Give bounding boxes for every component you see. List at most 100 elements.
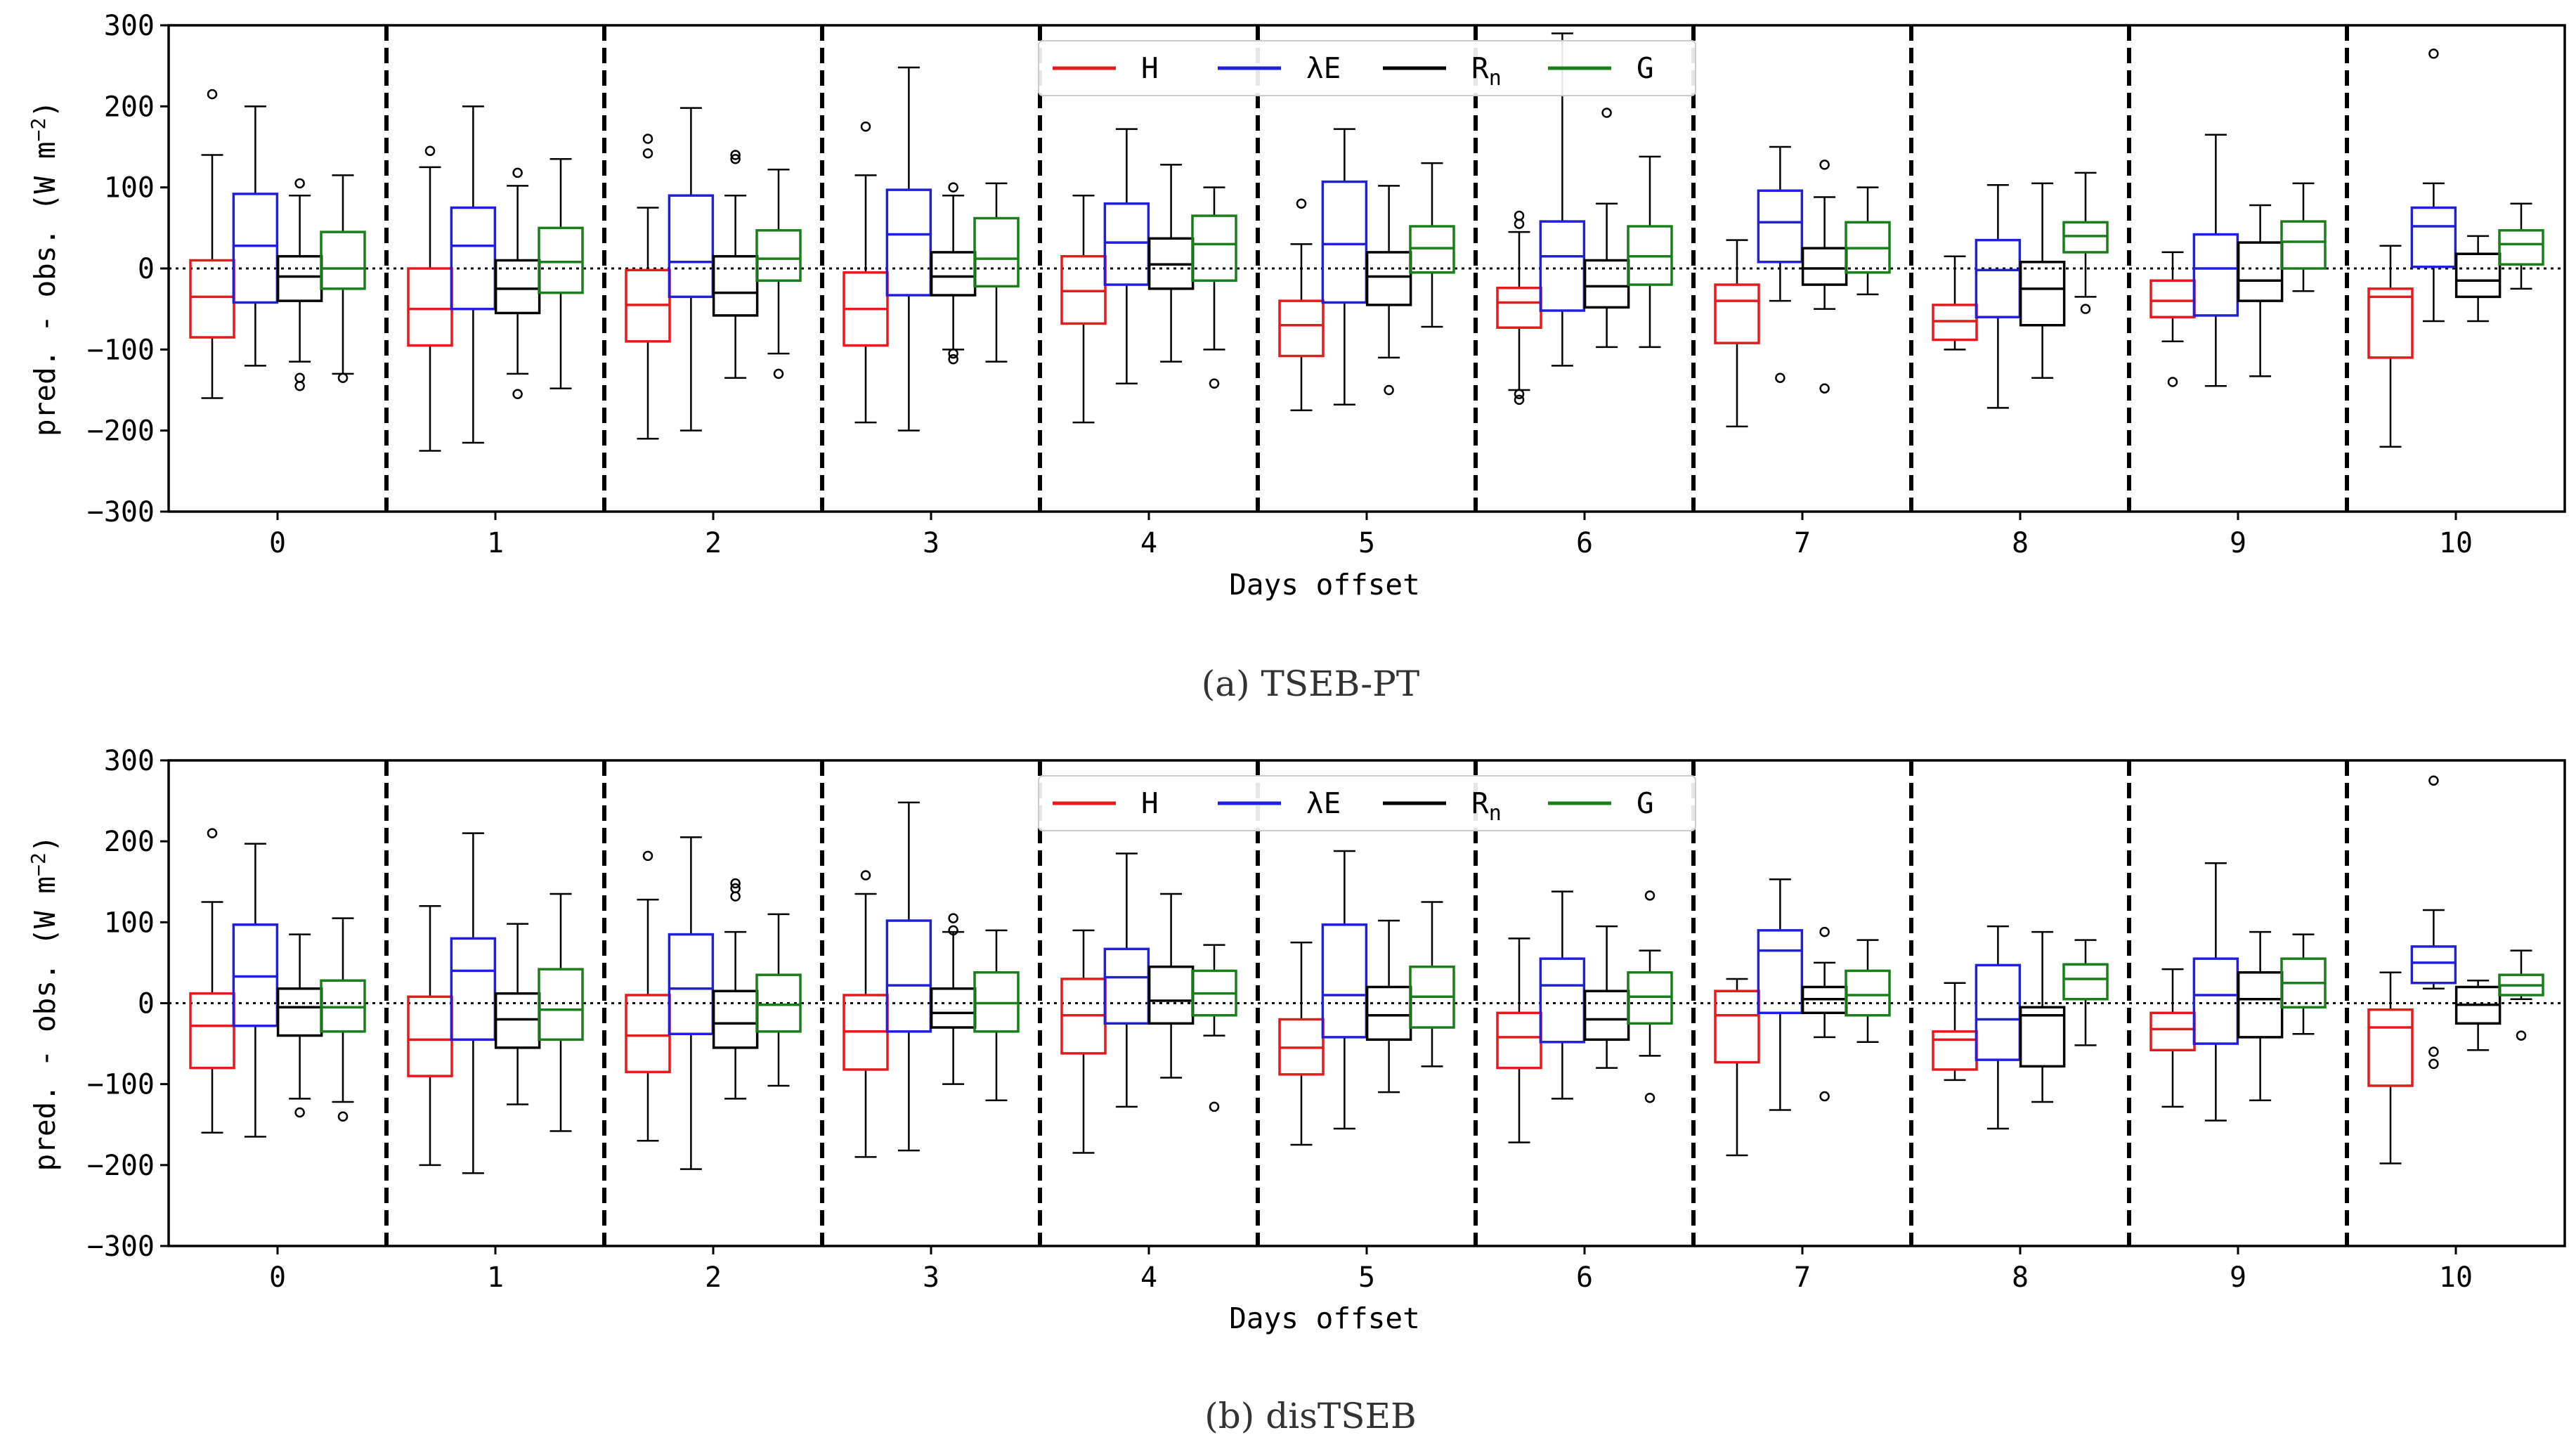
legend-entry-Rn: Rn: [1383, 786, 1502, 826]
box-iqr: [2454, 252, 2502, 299]
x-tick-label: 1: [487, 527, 504, 559]
box-iqr: [1191, 214, 1237, 283]
outlier-point: [2428, 1058, 2439, 1070]
box-iqr: [668, 194, 715, 299]
legend-box: [1038, 775, 1696, 831]
box-Rn-day-2: [712, 150, 759, 379]
outlier-point: [337, 372, 349, 383]
y-tick-label: 200: [104, 91, 155, 123]
outlier-point: [642, 134, 653, 144]
x-tick-label: 6: [1576, 1261, 1593, 1294]
x-tick-label: 2: [705, 527, 722, 559]
box-λE-day-0: [232, 843, 279, 1138]
box-Rn-day-6: [1583, 108, 1630, 349]
outlier-point: [294, 372, 305, 383]
box-H-day-2: [625, 134, 671, 440]
box-Rn-day-5: [1365, 185, 1412, 396]
chart-panel-1: −300 −200 −100 0 100 200 300 0 1 2 3 4 5 6 7 8 9 10 Days o…: [27, 10, 2566, 704]
outlier-point: [512, 389, 523, 400]
box-H-day-7: [1714, 239, 1760, 428]
legend-entry-H: H: [1053, 786, 1159, 820]
legend-label: λE: [1306, 51, 1341, 85]
box-iqr: [2062, 963, 2109, 1001]
box-iqr: [973, 216, 1020, 288]
x-tick-label: 5: [1358, 1261, 1375, 1294]
outlier-point: [860, 121, 871, 132]
box-H-day-9: [2149, 251, 2196, 387]
box-G-day-7: [1845, 186, 1891, 296]
outlier-point: [1514, 394, 1525, 405]
box-iqr: [1147, 965, 1195, 1025]
box-G-day-2: [755, 169, 802, 379]
x-tick-label: 0: [269, 1261, 286, 1294]
box-G-day-3: [973, 182, 1020, 363]
box-G-day-8: [2062, 939, 2109, 1046]
box-Rn-day-1: [494, 167, 541, 400]
box-Rn-day-3: [930, 182, 977, 365]
outlier-point: [207, 828, 218, 838]
box-Rn-day-7: [1801, 160, 1848, 394]
box-iqr: [930, 987, 977, 1029]
box-H-day-1: [407, 905, 453, 1167]
x-tick-label: 7: [1794, 1261, 1811, 1294]
box-iqr: [1278, 299, 1325, 358]
outlier-point: [1775, 372, 1785, 383]
legend-label: H: [1141, 51, 1159, 85]
legend-label: Rn: [1471, 51, 1502, 91]
outlier-point: [512, 167, 523, 178]
box-λE-day-8: [1975, 925, 2022, 1130]
outlier-point: [730, 891, 741, 902]
x-tick-label: 9: [2230, 1261, 2246, 1294]
box-iqr: [1714, 283, 1760, 344]
x-tick-label: 10: [2439, 527, 2473, 559]
box-λE-day-1: [450, 105, 497, 444]
box-λE-day-9: [2192, 134, 2239, 387]
box-iqr: [1365, 251, 1412, 306]
box-iqr: [930, 251, 977, 297]
box-G-day-10: [2498, 202, 2544, 290]
outlier-point: [294, 178, 305, 189]
outlier-point: [337, 1111, 349, 1122]
box-iqr: [2149, 279, 2196, 318]
x-tick-label: 8: [2012, 527, 2029, 559]
box-λE-day-8: [1975, 183, 2022, 409]
outlier-point: [1209, 1101, 1220, 1112]
outlier-point: [2080, 304, 2091, 314]
y-axis-label: pred. - obs. (W m−2): [27, 100, 62, 436]
x-tick-label: 9: [2230, 527, 2246, 559]
box-iqr: [1539, 957, 1586, 1044]
box-H-day-3: [843, 121, 889, 424]
box-H-day-4: [1060, 929, 1107, 1154]
box-iqr: [2237, 241, 2284, 302]
box-G-day-5: [1409, 162, 1455, 328]
box-iqr: [1365, 985, 1412, 1041]
legend-entry-LE: λE: [1218, 786, 1341, 820]
x-tick-label: 4: [1140, 1261, 1157, 1294]
box-iqr: [1801, 247, 1848, 286]
legend-entry-H: H: [1053, 51, 1159, 85]
outlier-point: [1601, 108, 1612, 118]
y-tick-label: 200: [104, 826, 155, 858]
y-tick-label: 300: [104, 10, 155, 42]
box-λE-day-3: [885, 801, 932, 1152]
x-tick-label: 4: [1140, 527, 1157, 559]
box-G-day-4: [1191, 944, 1237, 1112]
box-iqr: [885, 188, 932, 297]
box-iqr: [625, 994, 671, 1074]
legend-entry-Rn: Rn: [1383, 51, 1502, 91]
box-iqr: [320, 231, 366, 290]
x-tick-label: 0: [269, 527, 286, 559]
legend-label: G: [1637, 51, 1654, 85]
box-H-day-3: [843, 870, 889, 1158]
box-iqr: [1714, 989, 1760, 1064]
box-H-day-8: [1932, 982, 1978, 1082]
box-Rn-day-3: [930, 913, 977, 1085]
box-iqr: [232, 193, 279, 304]
outlier-point: [2428, 775, 2439, 786]
panel-caption: (a) TSEB-PT: [1202, 663, 1419, 704]
box-Rn-day-0: [276, 933, 323, 1118]
box-G-day-0: [320, 174, 366, 383]
outlier-point: [2167, 377, 2178, 387]
outlier-point: [424, 145, 436, 157]
